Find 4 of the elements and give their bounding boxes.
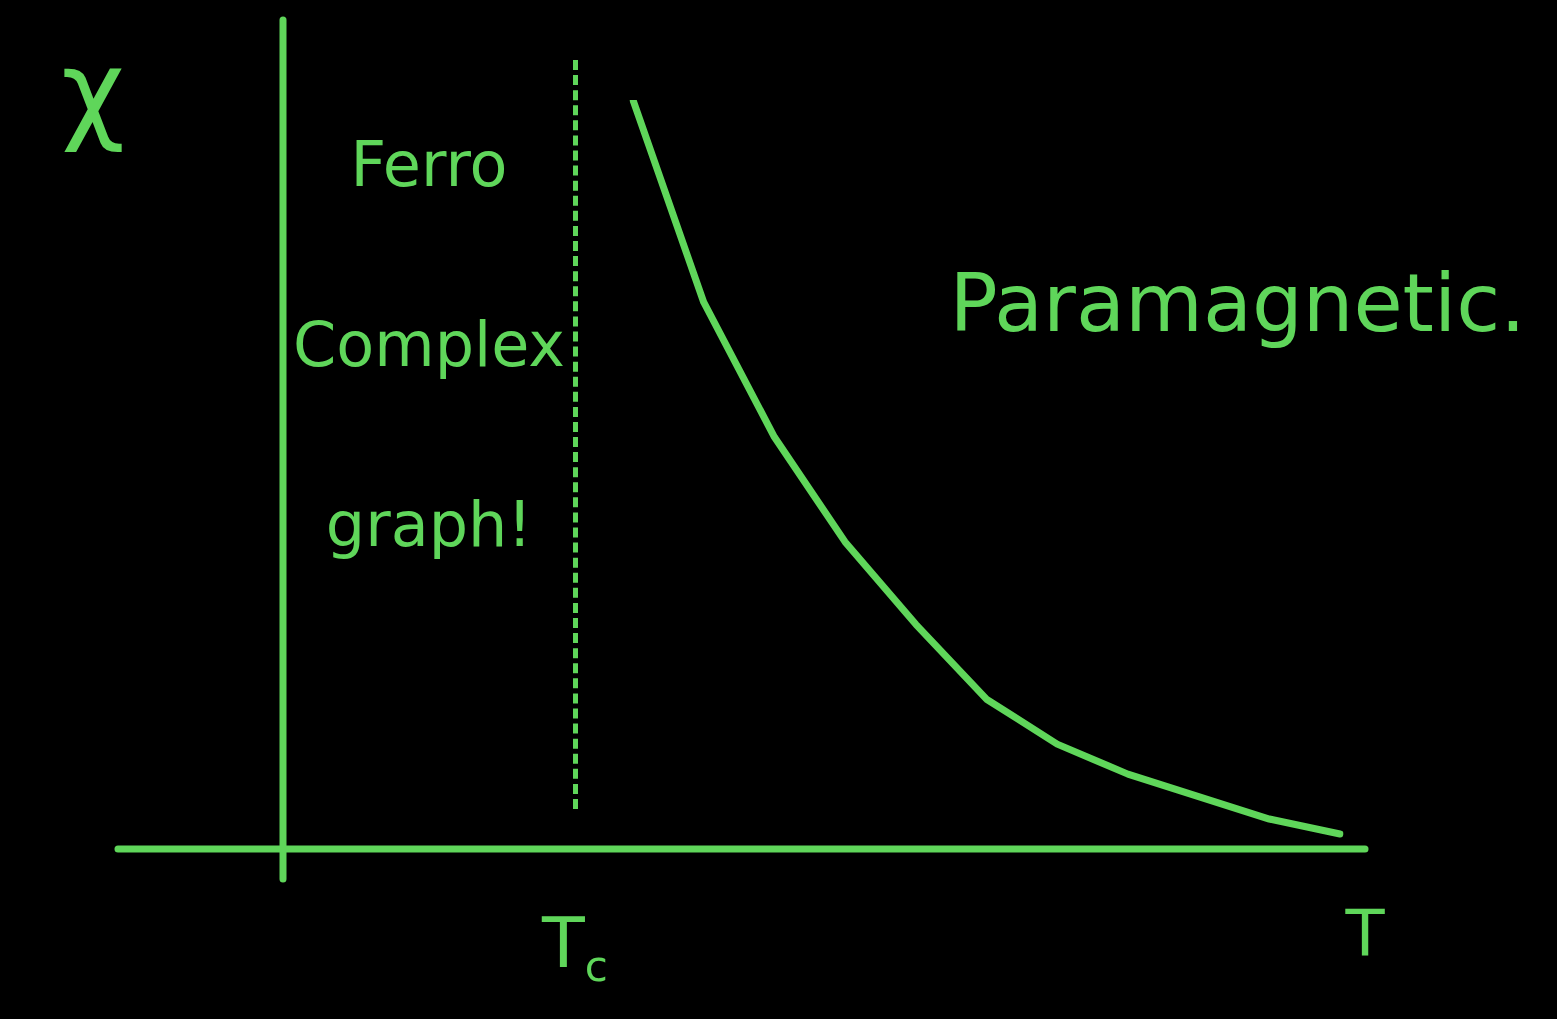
y-axis-title: χ (61, 26, 125, 155)
x-axis-title: T (1344, 896, 1386, 971)
text: Ferro Complex graph! (293, 128, 565, 562)
annotation: Paramagnetic. (949, 256, 1526, 350)
